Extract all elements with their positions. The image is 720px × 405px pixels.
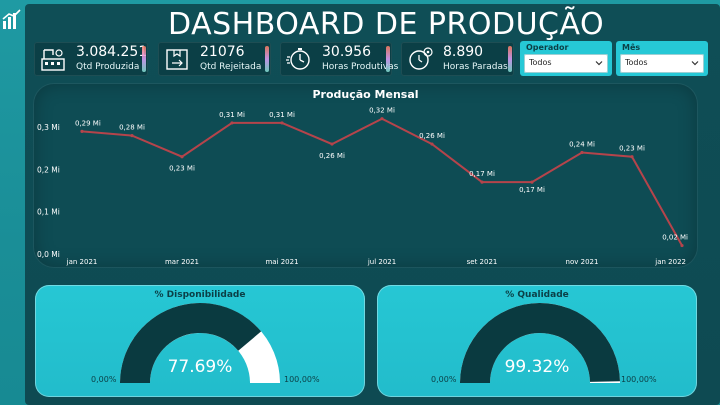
disponibilidade-gauge [120,303,280,383]
producao-mensal-chart: Produção Mensal 0,0 Mi 0,1 Mi 0,2 Mi 0,3 Mi… [34,84,697,267]
kpi-label: Qtd Produzida [76,62,140,72]
kpi-value: 8.890 [443,44,484,60]
data-label: 0,31 Mi [219,111,245,119]
x-tick-label: set 2021 [467,258,498,266]
data-label: 0,02 Mi [662,234,688,242]
chart-title: Produção Mensal [312,88,419,101]
data-label: 0,29 Mi [75,119,101,127]
kpi-accent-bar [142,46,146,72]
data-point[interactable] [230,121,234,125]
chevron-down-icon [691,61,699,66]
gauge-min-label: 0,00% [91,375,117,384]
gauge-max-label: 100,00% [621,375,657,384]
gauge-min-label: 0,00% [431,375,457,384]
mes-selected-value: Todos [625,58,648,67]
data-label: 0,26 Mi [319,152,345,160]
line-chart-svg: 0,0 Mi 0,1 Mi 0,2 Mi 0,3 Mi 0,29 Mi 0,28 Mi 0,… [37,107,688,266]
operador-dropdown[interactable]: Todos [524,54,608,73]
gauge-title: % Disponibilidade [154,290,246,300]
kpi-card-horas-produtivas: 30.956 Horas Produtivas [280,42,398,76]
operador-filter: Operador Todos [520,41,612,76]
kpi-label: Horas Paradas [443,62,508,72]
data-label: 0,24 Mi [569,141,595,149]
operador-selected-value: Todos [529,58,552,67]
data-point[interactable] [180,155,184,159]
factory-icon [41,49,65,71]
y-tick-label: 0,2 Mi [37,165,60,174]
series-line-producao [81,117,683,246]
qualidade-gauge [460,302,620,383]
data-point[interactable] [80,129,84,133]
y-tick-label: 0,1 Mi [37,208,60,217]
data-point[interactable] [530,180,534,184]
y-tick-label: 0,3 Mi [37,123,60,132]
kpi-card-qtd-rejeitada: 21076 Qtd Rejeitada [158,42,271,76]
kpi-accent-bar [265,46,269,72]
data-point[interactable] [630,155,634,159]
data-label: 0,31 Mi [269,111,295,119]
clock-gear-icon [409,47,433,70]
data-label: 0,28 Mi [119,124,145,132]
data-label: 0,17 Mi [469,170,495,178]
stopwatch-icon [286,48,310,70]
box-icon [166,49,188,70]
kpi-label: Horas Produtivas [322,62,399,72]
x-tick-label: jan 2022 [654,258,686,266]
kpi-card-horas-paradas: 8.890 Horas Paradas [401,42,514,76]
data-point[interactable] [380,117,384,121]
x-tick-label: nov 2021 [566,258,599,266]
qualidade-gauge-card: % Qualidade 99.32% 0,00% 100,00% [377,285,697,397]
data-label: 0,26 Mi [419,132,445,140]
x-tick-label: mar 2021 [165,258,199,266]
data-label: 0,32 Mi [369,107,395,115]
disponibilidade-gauge-card: % Disponibilidade 77.69% 0,00% 100,00% [35,285,365,397]
data-point[interactable] [430,142,434,146]
mes-filter: Mês Todos [616,41,708,76]
chevron-down-icon [595,61,603,66]
page-title: DASHBOARD DE PRODUÇÃO [168,7,605,42]
kpi-accent-bar [508,46,512,72]
x-tick-label: mai 2021 [265,258,298,266]
gauge-value: 99.32% [504,357,570,377]
data-point[interactable] [330,142,334,146]
gauge-max-label: 100,00% [284,375,320,384]
data-point[interactable] [680,243,684,248]
operador-filter-label: Operador [526,43,569,52]
data-label: 0,23 Mi [169,165,195,173]
data-point[interactable] [130,134,134,138]
mes-filter-label: Mês [622,43,641,52]
data-point[interactable] [480,180,484,184]
mes-dropdown[interactable]: Todos [620,54,704,73]
data-point[interactable] [280,121,284,125]
x-tick-label: jan 2021 [66,258,98,266]
kpi-value: 30.956 [322,44,371,60]
y-tick-label: 0,0 Mi [37,250,60,259]
kpi-value: 21076 [200,44,245,60]
gauge-title: % Qualidade [505,290,569,300]
kpi-label: Qtd Rejeitada [200,62,262,72]
kpi-accent-bar [386,46,390,72]
gauge-fill [460,302,620,383]
data-label: 0,23 Mi [619,145,645,153]
bar-chart-logo-icon [2,9,21,29]
kpi-value: 3.084.251 [76,44,148,60]
gauge-fill [120,303,262,383]
data-label: 0,17 Mi [519,186,545,194]
data-point[interactable] [580,150,584,155]
kpi-card-qtd-produzida: 3.084.251 Qtd Produzida [34,42,148,76]
x-tick-label: jul 2021 [367,258,396,266]
gauge-value: 77.69% [167,357,233,377]
